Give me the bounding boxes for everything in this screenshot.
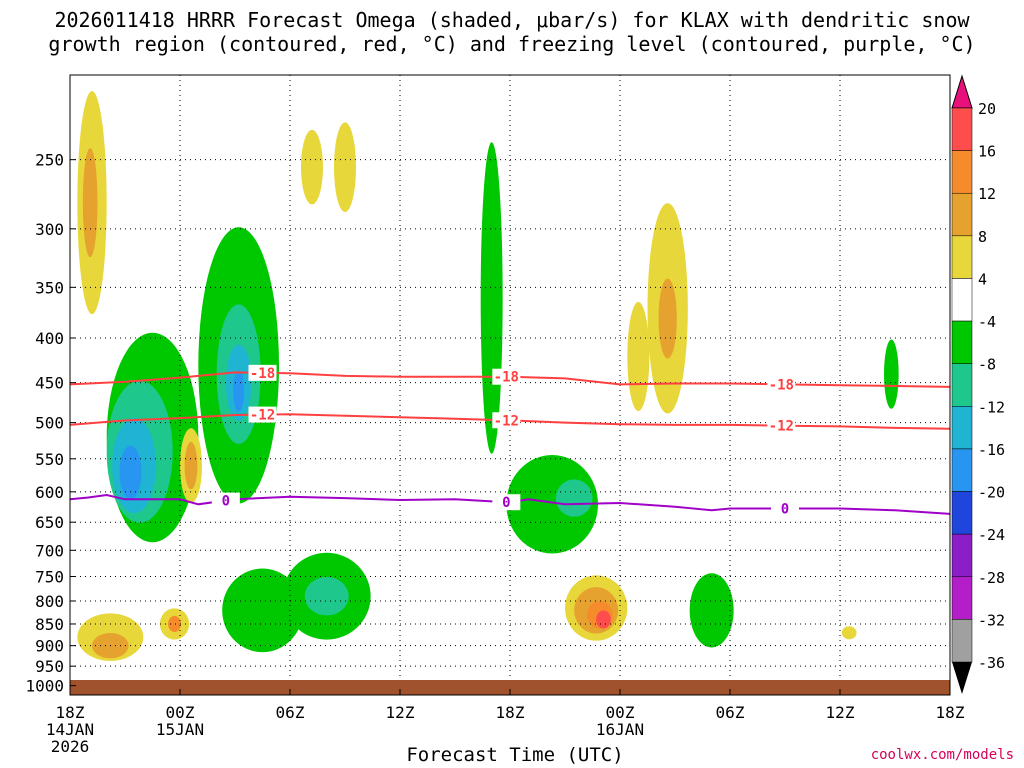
colorbar-swatch-10	[952, 534, 972, 577]
x-axis-label: Forecast Time (UTC)	[350, 744, 680, 766]
colorbar-swatch-12	[952, 619, 972, 662]
y-tick-label-350: 350	[35, 278, 64, 297]
y-tick-label-400: 400	[35, 329, 64, 348]
contour-label-2-0: 0	[222, 494, 230, 510]
x-tick-label-2-0: 06Z	[276, 703, 305, 722]
x-tick-label-7-0: 12Z	[826, 703, 855, 722]
x-tick-label-4-0: 18Z	[496, 703, 525, 722]
omega-region-13	[556, 479, 593, 516]
y-tick-label-900: 900	[35, 637, 64, 656]
colorbar-label-9: -20	[978, 484, 1005, 502]
colorbar: 20 16 12 8 4 -4 -8 -12 -16 -20 -24 -28 -32 -36	[952, 76, 1005, 694]
contour-label-1-0: -12	[250, 408, 275, 424]
omega-region-17	[83, 148, 98, 257]
contour-label-0-2: -18	[769, 377, 794, 393]
y-tick-label-800: 800	[35, 592, 64, 611]
colorbar-swatch-7	[952, 406, 972, 449]
omega-region-30	[334, 122, 356, 212]
colorbar-swatch-0	[952, 108, 972, 151]
colorbar-label-5: -4	[978, 313, 996, 331]
contour-label-1-1: -12	[494, 413, 519, 429]
colorbar-label-4: 4	[978, 270, 987, 288]
y-tick-label-750: 750	[35, 567, 64, 586]
contour-label-1-2: -12	[769, 419, 794, 435]
y-tick-label-650: 650	[35, 513, 64, 532]
x-tick-label-5-1: 16JAN	[596, 720, 644, 739]
omega-region-9	[305, 577, 349, 615]
colorbar-swatch-8	[952, 449, 972, 492]
omega-region-3	[120, 446, 142, 499]
credit-text: coolwx.com/models	[871, 747, 1014, 763]
contour-label-2-1: 0	[502, 495, 510, 511]
omega-region-32	[627, 302, 649, 411]
colorbar-top-arrow	[952, 76, 972, 108]
colorbar-label-6: -8	[978, 356, 996, 374]
y-tick-label-850: 850	[35, 615, 64, 634]
y-tick-label-950: 950	[35, 657, 64, 676]
omega-region-11	[481, 142, 503, 453]
omega-region-15	[884, 340, 899, 409]
colorbar-swatch-11	[952, 577, 972, 620]
colorbar-label-7: -12	[978, 398, 1005, 416]
colorbar-label-8: -16	[978, 441, 1005, 459]
colorbar-swatch-3	[952, 236, 972, 279]
omega-region-33	[842, 626, 857, 639]
colorbar-label-0: 20	[978, 100, 996, 118]
colorbar-bottom-arrow	[952, 662, 972, 694]
y-tick-label-450: 450	[35, 374, 64, 393]
omega-region-31	[301, 130, 323, 205]
contour-label-0-1: -18	[494, 370, 519, 386]
omega-region-29	[659, 278, 677, 358]
x-tick-label-6-0: 06Z	[716, 703, 745, 722]
contour-label-2-2: 0	[781, 502, 789, 518]
x-tick-label-3-0: 12Z	[386, 703, 415, 722]
y-tick-label-600: 600	[35, 483, 64, 502]
contour-label-0-0: -18	[250, 366, 275, 382]
colorbar-swatch-4	[952, 278, 972, 321]
colorbar-label-13: -36	[978, 654, 1005, 672]
colorbar-swatch-9	[952, 492, 972, 535]
colorbar-label-2: 12	[978, 185, 996, 203]
colorbar-swatch-6	[952, 364, 972, 407]
omega-region-10	[222, 569, 303, 653]
x-tick-label-8-0: 18Z	[936, 703, 965, 722]
y-tick-label-300: 300	[35, 220, 64, 239]
colorbar-swatch-5	[952, 321, 972, 364]
colorbar-label-10: -24	[978, 526, 1005, 544]
y-tick-label-550: 550	[35, 450, 64, 469]
y-tick-label-1000: 1000	[25, 677, 64, 696]
colorbar-swatch-1	[952, 151, 972, 194]
colorbar-label-12: -32	[978, 611, 1005, 629]
colorbar-label-1: 16	[978, 143, 996, 161]
colorbar-label-11: -28	[978, 569, 1005, 587]
colorbar-label-3: 8	[978, 228, 987, 246]
y-tick-label-250: 250	[35, 151, 64, 170]
x-tick-label-1-1: 15JAN	[156, 720, 204, 739]
x-tick-label-0-2: 2026	[51, 737, 90, 756]
colorbar-swatch-2	[952, 193, 972, 236]
y-axis-ticks: 250 300 350 400 450 500 550 600 650 700 750 800 850 9…	[25, 151, 76, 696]
y-tick-label-700: 700	[35, 541, 64, 560]
omega-region-19	[185, 442, 198, 489]
y-tick-label-500: 500	[35, 414, 64, 433]
omega-region-14	[690, 573, 734, 647]
omega-region-27	[596, 610, 611, 628]
omega-region-7	[233, 370, 244, 411]
